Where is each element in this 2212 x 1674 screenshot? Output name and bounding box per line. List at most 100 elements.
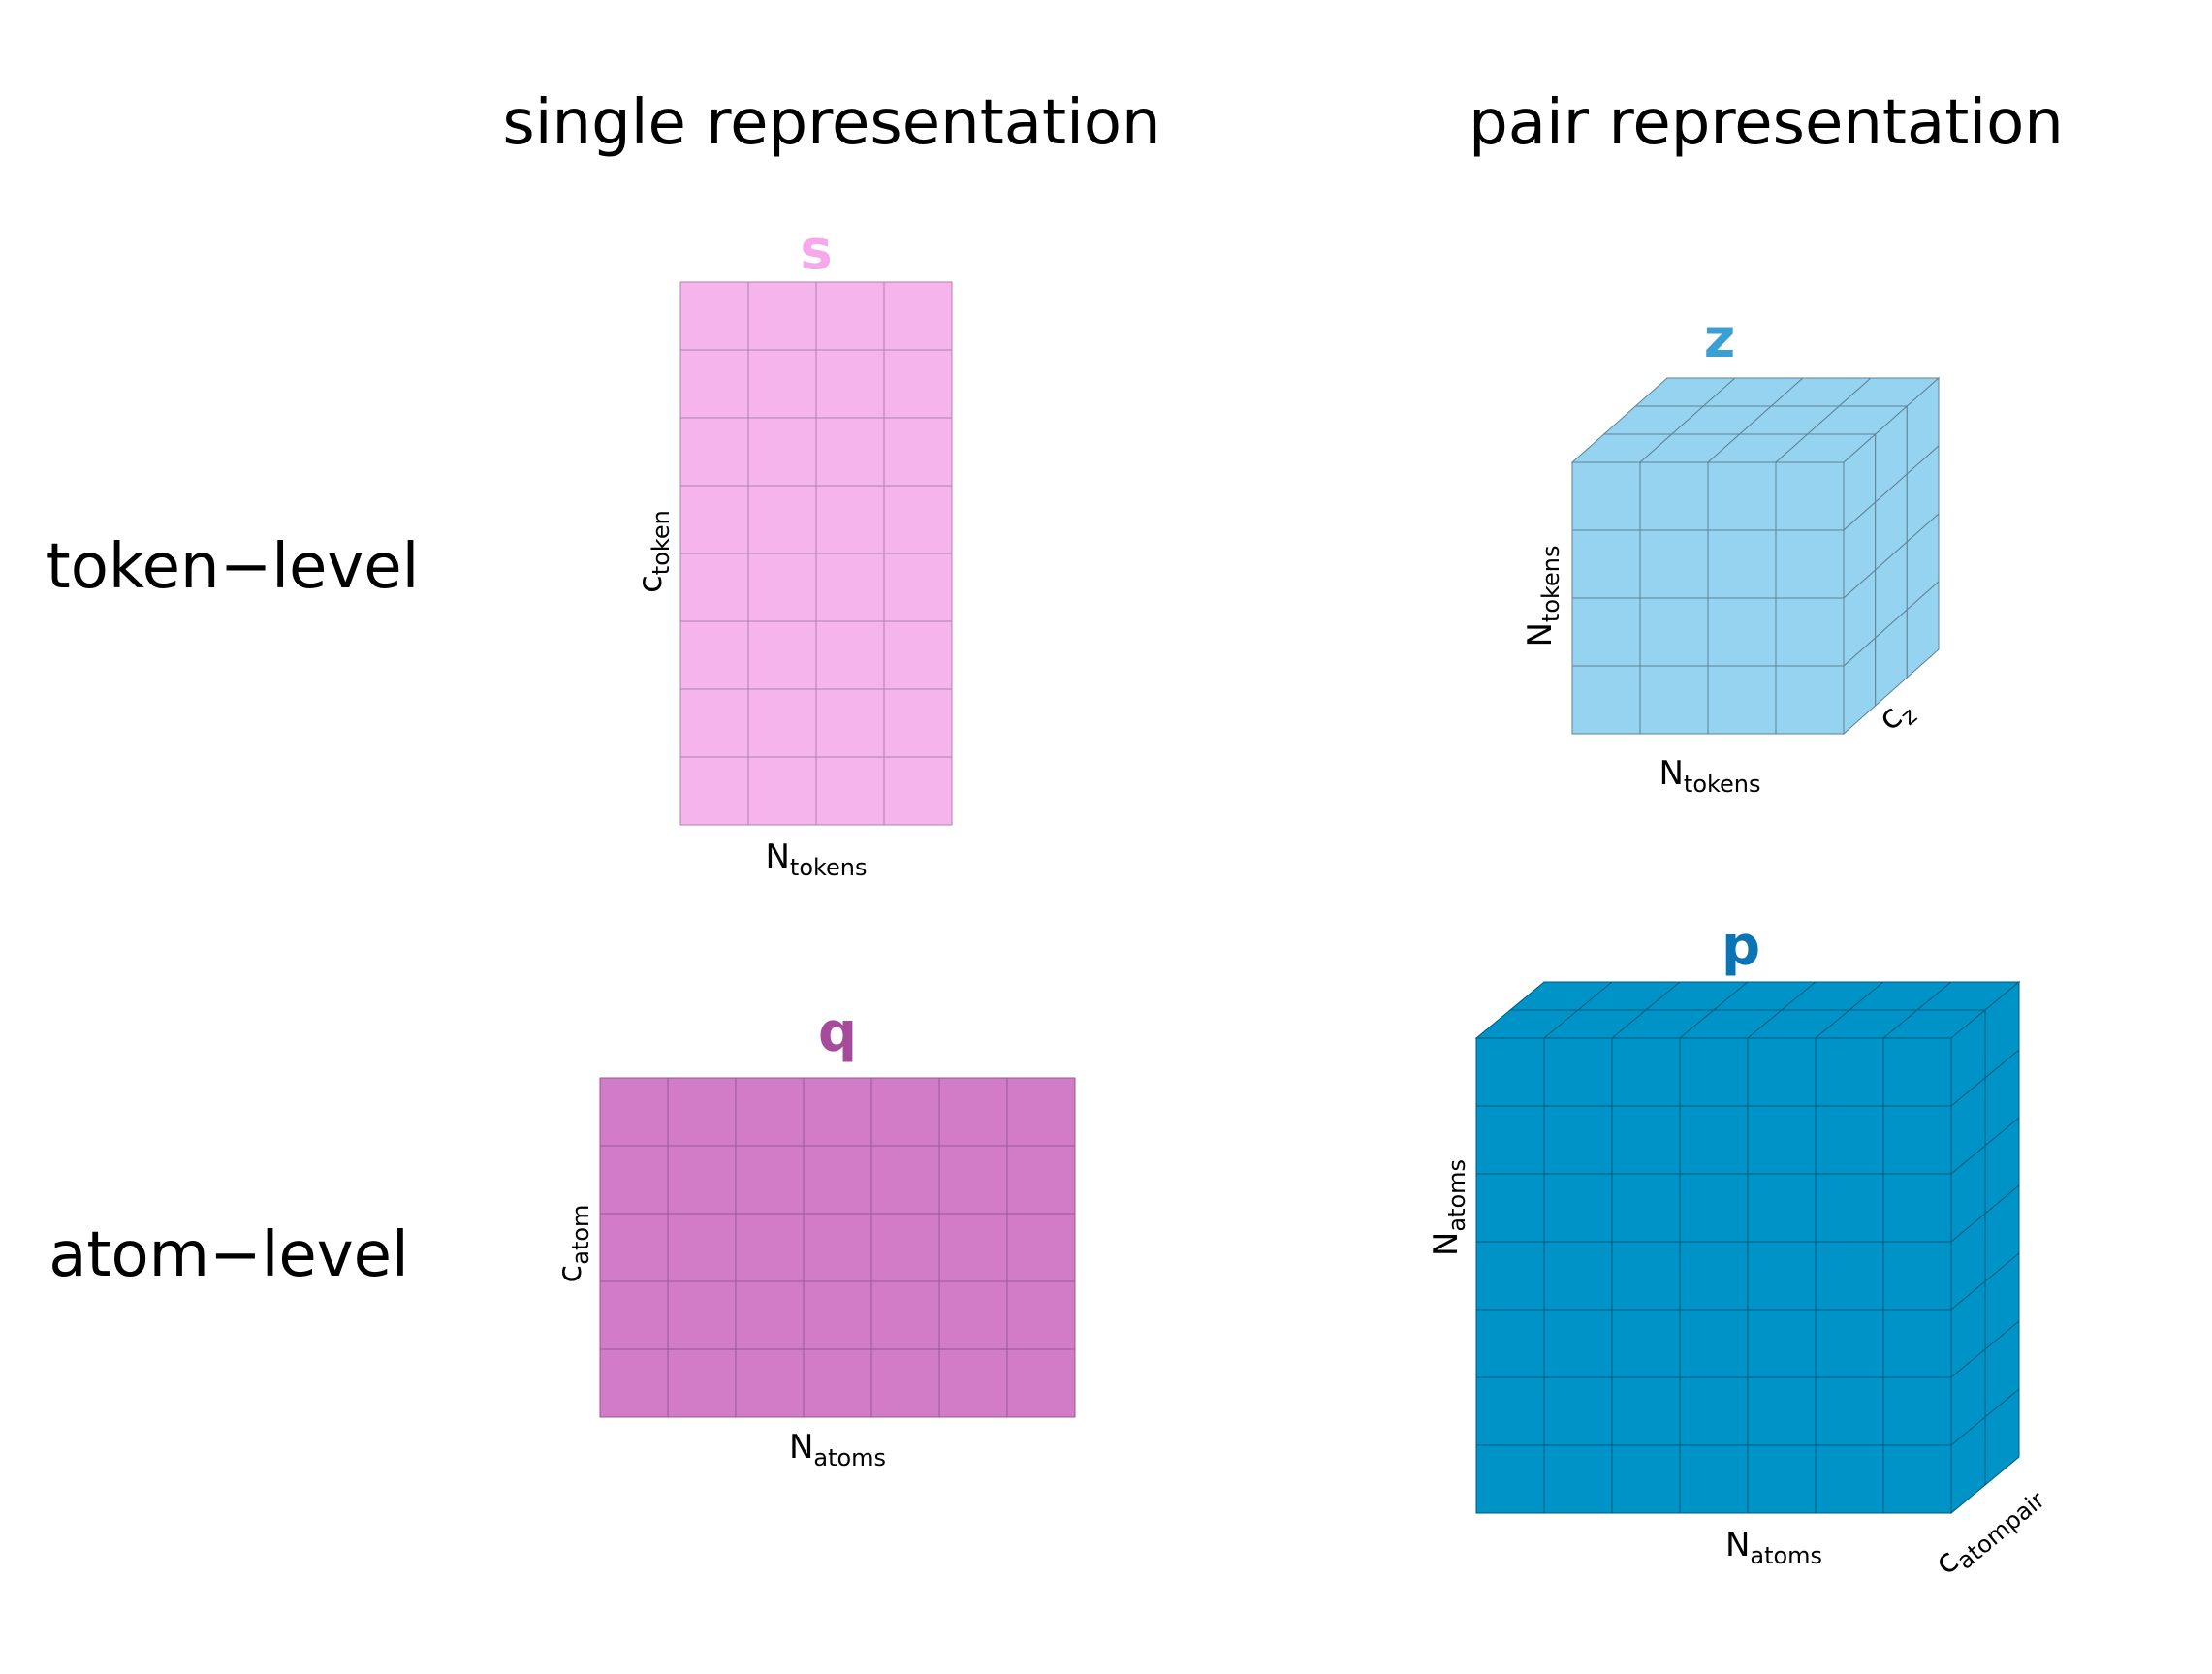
front-cell-p-r6-c0 xyxy=(1475,1444,1545,1514)
side-cell-z-d2-r3 xyxy=(1906,580,1940,679)
front-cell-p-r6-c3 xyxy=(1679,1444,1749,1514)
front-cell-z-r0-c3 xyxy=(1775,461,1845,531)
cell-s-r3-c1 xyxy=(747,485,817,554)
q-xlabel-main: N xyxy=(789,1428,813,1467)
cell-s-r0-c3 xyxy=(883,281,953,351)
side-cell-p-d1-r6 xyxy=(1984,1387,2020,1487)
symbol-s: s xyxy=(800,219,832,282)
front-cell-p-r6-c2 xyxy=(1611,1444,1681,1514)
front-cell-p-r2-c4 xyxy=(1747,1173,1817,1243)
front-cell-p-r5-c5 xyxy=(1815,1376,1884,1446)
cell-q-r2-c0 xyxy=(599,1213,669,1282)
front-cell-z-r3-c3 xyxy=(1775,665,1845,735)
front-cell-p-r5-c6 xyxy=(1882,1376,1952,1446)
front-cell-z-r1-c0 xyxy=(1571,529,1641,599)
front-cell-p-r4-c3 xyxy=(1679,1309,1749,1378)
front-cell-p-r1-c6 xyxy=(1882,1105,1952,1175)
front-cell-p-r2-c6 xyxy=(1882,1173,1952,1243)
front-cell-p-r5-c3 xyxy=(1679,1376,1749,1446)
front-cell-p-r3-c0 xyxy=(1475,1241,1545,1311)
front-cell-z-r2-c2 xyxy=(1707,597,1777,667)
z-xlabel-subscript: tokens xyxy=(1684,771,1761,798)
z-xlabel-main: N xyxy=(1659,754,1683,793)
front-cell-p-r6-c6 xyxy=(1882,1444,1952,1514)
cell-s-r6-c0 xyxy=(679,688,749,758)
front-cell-p-r1-c0 xyxy=(1475,1105,1545,1175)
p-xlabel-subscript: atoms xyxy=(1750,1542,1822,1569)
cell-q-r1-c3 xyxy=(803,1145,872,1215)
front-cell-p-r3-c5 xyxy=(1815,1241,1884,1311)
p-ylabel-main: N xyxy=(1427,1232,1466,1256)
cell-q-r2-c3 xyxy=(803,1213,872,1282)
front-cell-p-r0-c2 xyxy=(1611,1037,1681,1107)
cell-s-r3-c3 xyxy=(883,485,953,554)
symbol-z: z xyxy=(1704,307,1736,370)
front-cell-p-r4-c2 xyxy=(1611,1309,1681,1378)
q-ylabel-subscript: atom xyxy=(567,1205,594,1265)
cell-q-r0-c6 xyxy=(1006,1077,1076,1147)
cell-q-r3-c4 xyxy=(870,1280,940,1350)
front-cell-p-r2-c2 xyxy=(1611,1173,1681,1243)
q-ylabel-main: c xyxy=(551,1265,589,1283)
cell-q-r3-c0 xyxy=(599,1280,669,1350)
cell-q-r1-c2 xyxy=(735,1145,805,1215)
cell-q-r3-c2 xyxy=(735,1280,805,1350)
z-ylabel-subscript: tokens xyxy=(1537,545,1564,622)
z-ylabel: Ntokens xyxy=(1521,545,1564,647)
cell-q-r0-c4 xyxy=(870,1077,940,1147)
cell-s-r2-c0 xyxy=(679,417,749,487)
cell-s-r7-c1 xyxy=(747,756,817,826)
front-cell-p-r3-c6 xyxy=(1882,1241,1952,1311)
cell-q-r1-c1 xyxy=(667,1145,737,1215)
cell-s-r5-c2 xyxy=(815,620,885,690)
symbol-q: q xyxy=(818,1001,857,1064)
cell-s-r2-c2 xyxy=(815,417,885,487)
front-cell-p-r1-c2 xyxy=(1611,1105,1681,1175)
cell-s-r4-c1 xyxy=(747,553,817,622)
front-cell-p-r5-c4 xyxy=(1747,1376,1817,1446)
z-ylabel-main: N xyxy=(1521,622,1560,647)
cell-q-r1-c4 xyxy=(870,1145,940,1215)
front-cell-z-r1-c1 xyxy=(1639,529,1709,599)
cell-s-r4-c3 xyxy=(883,553,953,622)
cell-q-r2-c6 xyxy=(1006,1213,1076,1282)
front-cell-z-r2-c3 xyxy=(1775,597,1845,667)
front-cell-p-r5-c1 xyxy=(1543,1376,1613,1446)
front-cell-z-r0-c0 xyxy=(1571,461,1641,531)
cell-q-r1-c5 xyxy=(938,1145,1008,1215)
q-xlabel-subscript: atoms xyxy=(813,1444,886,1471)
cell-s-r1-c1 xyxy=(747,349,817,419)
s-ylabel-main: c xyxy=(631,575,670,593)
front-cell-z-r3-c1 xyxy=(1639,665,1709,735)
p-ylabel: Natoms xyxy=(1427,1159,1470,1256)
cell-s-r1-c0 xyxy=(679,349,749,419)
front-cell-p-r6-c5 xyxy=(1815,1444,1884,1514)
cell-s-r6-c2 xyxy=(815,688,885,758)
front-cell-p-r0-c5 xyxy=(1815,1037,1884,1107)
cell-s-r6-c3 xyxy=(883,688,953,758)
cell-q-r2-c2 xyxy=(735,1213,805,1282)
front-cell-p-r5-c2 xyxy=(1611,1376,1681,1446)
front-cell-p-r0-c4 xyxy=(1747,1037,1817,1107)
cell-s-r4-c0 xyxy=(679,553,749,622)
cell-q-r4-c3 xyxy=(803,1348,872,1418)
atom-level-label: atom−level xyxy=(48,1219,409,1291)
front-cell-p-r0-c6 xyxy=(1882,1037,1952,1107)
cell-q-r4-c4 xyxy=(870,1348,940,1418)
q-ylabel: catom xyxy=(551,1205,594,1283)
cell-q-r1-c0 xyxy=(599,1145,669,1215)
front-cell-p-r4-c1 xyxy=(1543,1309,1613,1378)
cell-q-r2-c5 xyxy=(938,1213,1008,1282)
cell-q-r2-c4 xyxy=(870,1213,940,1282)
front-cell-z-r2-c0 xyxy=(1571,597,1641,667)
cell-s-r0-c1 xyxy=(747,281,817,351)
front-cell-z-r1-c3 xyxy=(1775,529,1845,599)
p-xlabel-main: N xyxy=(1725,1526,1750,1564)
symbol-p: p xyxy=(1722,915,1760,978)
cell-s-r0-c0 xyxy=(679,281,749,351)
cell-s-r0-c2 xyxy=(815,281,885,351)
cell-q-r0-c2 xyxy=(735,1077,805,1147)
front-cell-p-r3-c3 xyxy=(1679,1241,1749,1311)
